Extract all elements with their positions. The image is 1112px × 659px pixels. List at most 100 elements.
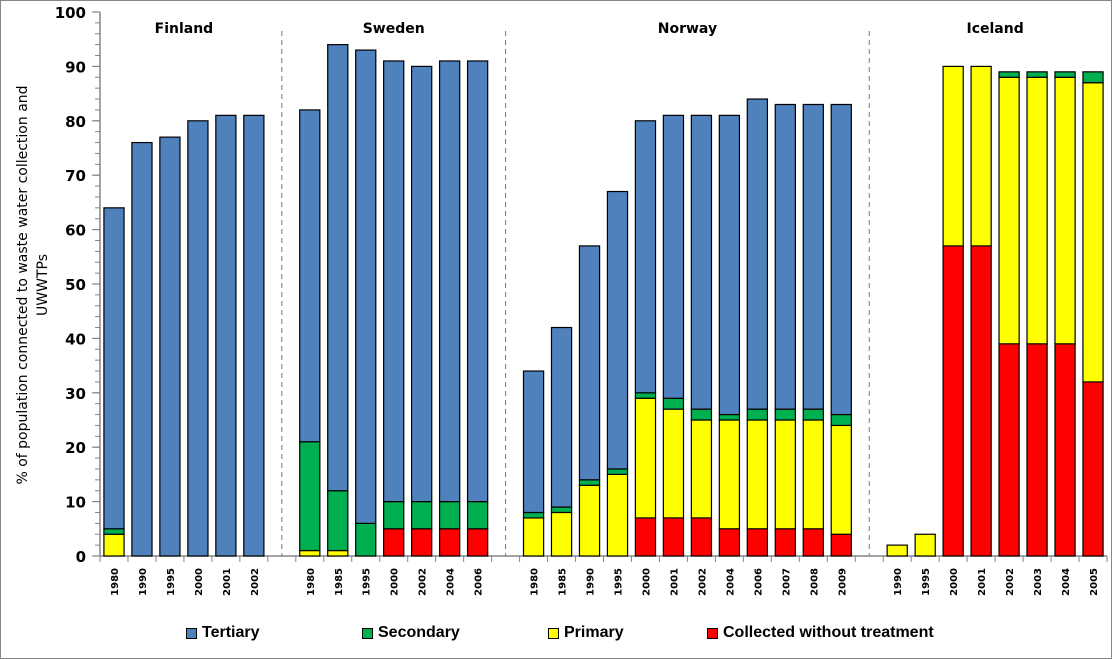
legend-label: Tertiary: [202, 624, 260, 641]
bar-segment-sweden-2000-secondary: [383, 501, 405, 530]
y-tick-label: 10: [65, 494, 86, 512]
bar-segment-norway-1995-tertiary: [606, 190, 629, 470]
bar-segment-iceland-2002-primary: [998, 76, 1020, 345]
bar-segment-finland-2002-tertiary: [243, 114, 265, 557]
bar-segment-sweden-2006-tertiary: [466, 60, 489, 503]
y-tick-label: 100: [55, 4, 86, 22]
labels: 0 10 20 30 40 50 60 70 80 90 100 1980 1990 1995 2000 20…: [55, 4, 1100, 596]
bar-segment-norway-1995-primary: [606, 473, 629, 557]
axes: [92, 11, 1108, 562]
legend-item-primary: Primary: [548, 624, 624, 642]
group-label-norway: Norway: [658, 21, 717, 37]
y-axis-label: % of population connected to waste water…: [15, 85, 51, 484]
bar-segment-sweden-1980-secondary: [299, 441, 321, 552]
bar-segment-iceland-2004-collected: [1054, 343, 1076, 557]
x-category-label: 2004: [1061, 568, 1072, 596]
stacked-bar-chart: % of population connected to waste water…: [15, 4, 1108, 596]
bar-segment-norway-2007-primary: [774, 419, 796, 530]
y-tick-label: 0: [76, 548, 86, 566]
bar-segment-sweden-2002-tertiary: [411, 65, 433, 503]
bar-segment-norway-2006-secondary: [746, 408, 769, 421]
bar-segment-norway-2006-primary: [746, 419, 769, 530]
bar-segment-norway-1980-primary: [522, 517, 545, 557]
bar-segment-norway-1985-primary: [550, 511, 573, 557]
bar-segment-norway-2009-collected: [830, 533, 852, 557]
bar-segment-iceland-2003-collected: [1026, 343, 1048, 557]
bar-segment-sweden-1995-tertiary: [355, 49, 377, 524]
x-category-label: 2000: [641, 568, 652, 596]
bar-segment-norway-2008-collected: [802, 528, 824, 557]
bar-segment-norway-2009-primary: [830, 424, 852, 535]
x-category-label: 2006: [474, 568, 485, 596]
bar-segment-finland-1980-primary: [103, 533, 125, 557]
x-category-label: 2002: [1005, 568, 1016, 596]
y-axis-label-line-1: % of population connected to waste water…: [15, 85, 31, 484]
x-category-label: 1995: [921, 568, 932, 596]
bar-segment-norway-2006-collected: [746, 528, 769, 557]
bar-segment-norway-2004-primary: [718, 419, 741, 530]
bar-segment-iceland-2005-primary: [1082, 82, 1104, 383]
y-tick-label: 20: [65, 439, 86, 457]
bar-segment-norway-2000-collected: [634, 517, 657, 557]
legend-item-secondary: Secondary: [362, 624, 460, 642]
bar-segment-norway-2008-tertiary: [802, 103, 824, 410]
bar-segment-sweden-1985-primary: [327, 549, 349, 557]
legend-swatch-collected-icon: [707, 627, 718, 639]
bar-segment-iceland-1995-primary: [914, 533, 936, 557]
x-category-label: 2001: [222, 568, 233, 596]
bar-segment-finland-2001-tertiary: [215, 114, 237, 557]
bar-segment-iceland-2004-secondary: [1054, 71, 1076, 78]
bar-segment-sweden-1985-secondary: [327, 490, 349, 552]
x-category-label: 2009: [837, 568, 848, 596]
legend-swatch-secondary-icon: [362, 627, 373, 639]
bar-segment-norway-2001-secondary: [662, 397, 685, 410]
bar-segment-sweden-1980-tertiary: [299, 109, 321, 443]
bar-segment-norway-2007-secondary: [774, 408, 796, 421]
bar-segment-finland-1990-tertiary: [131, 141, 153, 557]
bar-segment-norway-1985-tertiary: [550, 326, 573, 508]
bar-segment-norway-2000-primary: [634, 397, 657, 519]
bar-segment-norway-1980-tertiary: [522, 370, 545, 514]
bar-segment-iceland-2001-collected: [970, 245, 992, 557]
x-category-label: 2001: [669, 568, 680, 596]
group-label-sweden: Sweden: [363, 21, 425, 37]
bar-segment-norway-1985-secondary: [550, 506, 573, 514]
bar-segment-sweden-1985-tertiary: [327, 44, 349, 492]
bar-segment-sweden-2004-secondary: [438, 501, 461, 530]
bar-segment-iceland-2000-collected: [942, 245, 964, 557]
bar-segment-sweden-1980-primary: [299, 549, 321, 557]
x-category-label: 2002: [250, 568, 261, 596]
x-category-label: 2004: [446, 568, 457, 596]
y-tick-label: 30: [65, 385, 86, 403]
bars: [103, 44, 1104, 557]
group-label-finland: Finland: [155, 21, 214, 37]
bar-segment-norway-1990-primary: [578, 484, 601, 557]
bar-segment-norway-2000-tertiary: [634, 120, 657, 394]
x-category-label: 2000: [194, 568, 205, 596]
bar-segment-norway-2004-secondary: [718, 413, 741, 421]
bar-segment-norway-2002-secondary: [690, 408, 713, 421]
bar-segment-finland-1995-tertiary: [159, 136, 181, 557]
legend: Tertiary Secondary Primary Collected wit…: [0, 624, 1112, 648]
bar-segment-iceland-1990-primary: [886, 544, 908, 557]
bar-segment-norway-1990-secondary: [578, 479, 601, 486]
bar-segment-norway-2002-tertiary: [690, 114, 713, 410]
y-tick-label: 90: [65, 58, 86, 76]
group-label-iceland: Iceland: [966, 21, 1023, 37]
x-category-label: 2007: [781, 568, 792, 596]
x-category-label: 2001: [977, 568, 988, 596]
y-tick-label: 80: [65, 113, 86, 131]
x-category-label: 1985: [558, 568, 569, 596]
x-category-label: 1980: [530, 568, 541, 596]
bar-segment-sweden-1995-secondary: [355, 522, 377, 557]
bar-segment-iceland-2000-primary: [942, 65, 964, 247]
bar-segment-sweden-2000-tertiary: [383, 60, 405, 503]
bar-segment-norway-2008-primary: [802, 419, 824, 530]
legend-swatch-tertiary-icon: [186, 627, 197, 639]
bar-segment-sweden-2006-collected: [466, 528, 489, 557]
bar-segment-norway-2002-collected: [690, 517, 713, 557]
bar-segment-iceland-2003-secondary: [1026, 71, 1048, 78]
y-tick-label: 70: [65, 167, 86, 185]
x-category-label: 2000: [949, 568, 960, 596]
x-category-label: 1980: [306, 568, 317, 596]
